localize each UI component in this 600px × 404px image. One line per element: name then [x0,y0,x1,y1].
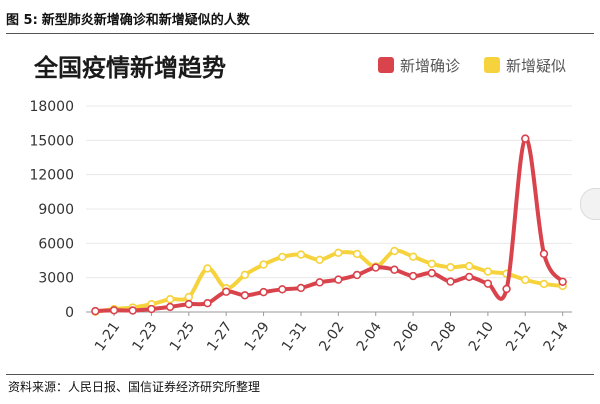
scroll-handle[interactable] [580,188,600,220]
data-point[interactable] [128,306,137,315]
data-point[interactable] [521,275,530,285]
figure-caption: 图 5: 新型肺炎新增确诊和新增疑似的人数 [6,4,594,32]
data-point[interactable] [296,250,306,259]
data-point[interactable] [539,249,549,258]
data-point[interactable] [259,287,268,297]
x-tick-label: 1-25 [167,319,198,354]
caption-divider [6,33,594,34]
series-line [93,136,565,314]
data-point[interactable] [483,279,493,288]
data-point[interactable] [278,285,287,294]
data-point[interactable] [464,272,474,282]
data-point[interactable] [427,268,437,278]
data-point[interactable] [165,295,175,304]
data-point[interactable] [334,275,343,284]
chart-legend: 新增确诊 新增疑似 [378,57,566,75]
y-tick-label: 3000 [38,271,74,287]
data-point[interactable] [408,252,418,261]
x-tick-label: 2-02 [316,319,347,354]
data-point[interactable] [315,278,324,287]
y-tick-label: 18000 [29,99,74,115]
series-0 [91,134,567,316]
figure-label: 图 5: [6,12,38,28]
data-point[interactable] [184,299,194,309]
y-tick-label: 0 [65,305,74,321]
data-point[interactable] [315,255,324,264]
data-point[interactable] [165,302,175,312]
x-tick-label: 2-04 [354,319,385,354]
x-tick-label: 2-06 [391,319,422,354]
y-tick-label: 15000 [29,133,74,149]
data-point[interactable] [203,298,212,308]
data-point[interactable] [558,277,567,286]
legend-label[interactable]: 新增疑似 [506,57,566,75]
x-tick-label: 2-14 [541,319,572,354]
figure-caption-text: 新型肺炎新增确诊和新增疑似的人数 [41,12,250,28]
data-point[interactable] [278,252,287,262]
x-tick-label: 2-08 [428,319,459,354]
x-tick-label: 1-23 [129,319,160,354]
x-tick-label: 1-31 [279,319,310,354]
data-point[interactable] [521,134,530,143]
data-point[interactable] [408,271,418,281]
data-point[interactable] [483,267,493,276]
data-point[interactable] [446,262,455,272]
x-tick-label: 1-21 [92,319,123,354]
data-point[interactable] [296,283,306,293]
legend-label[interactable]: 新增确诊 [400,57,460,75]
data-point[interactable] [352,249,362,259]
data-point[interactable] [91,306,100,316]
source-divider [6,374,594,375]
x-axis: 1-21 1-23 1-25 1-27 1-29 1-31 2-02 2-04 2-06 2-08… [92,312,572,354]
source-note: 资料来源：人民日报、国信证券经济研究所整理 [8,380,261,394]
data-point[interactable] [203,264,212,273]
y-tick-label: 9000 [38,202,74,218]
chart-title: 全国疫情新增趋势 [33,54,226,82]
data-point[interactable] [240,270,250,280]
data-point[interactable] [371,263,380,272]
data-point[interactable] [539,279,549,289]
x-tick-label: 2-10 [466,319,497,354]
data-point[interactable] [184,292,194,302]
y-axis: 0 3000 6000 9000 12000 15000 18000 [29,99,74,321]
legend-swatch [378,57,394,73]
data-point[interactable] [109,306,119,315]
chart-series [91,134,567,316]
data-point[interactable] [390,246,399,256]
data-point[interactable] [240,291,250,300]
data-point[interactable] [221,287,231,296]
data-point[interactable] [446,277,455,286]
data-point[interactable] [259,260,268,269]
data-point[interactable] [502,284,511,294]
legend-swatch [484,57,500,73]
data-point[interactable] [352,270,362,280]
data-point[interactable] [147,304,156,314]
data-point[interactable] [390,265,399,274]
chart-grid [86,105,572,313]
x-tick-label: 2-12 [503,319,534,354]
x-tick-label: 1-29 [242,319,273,354]
y-tick-label: 12000 [29,168,74,184]
trend-chart: 全国疫情新增趋势 新增确诊 新增疑似 0 3000 6000 9000 12000 1500… [29,54,572,354]
data-point[interactable] [334,248,343,257]
data-point[interactable] [464,261,474,271]
y-tick-label: 6000 [38,236,74,252]
x-tick-label: 1-27 [204,319,235,354]
data-point[interactable] [427,259,437,268]
